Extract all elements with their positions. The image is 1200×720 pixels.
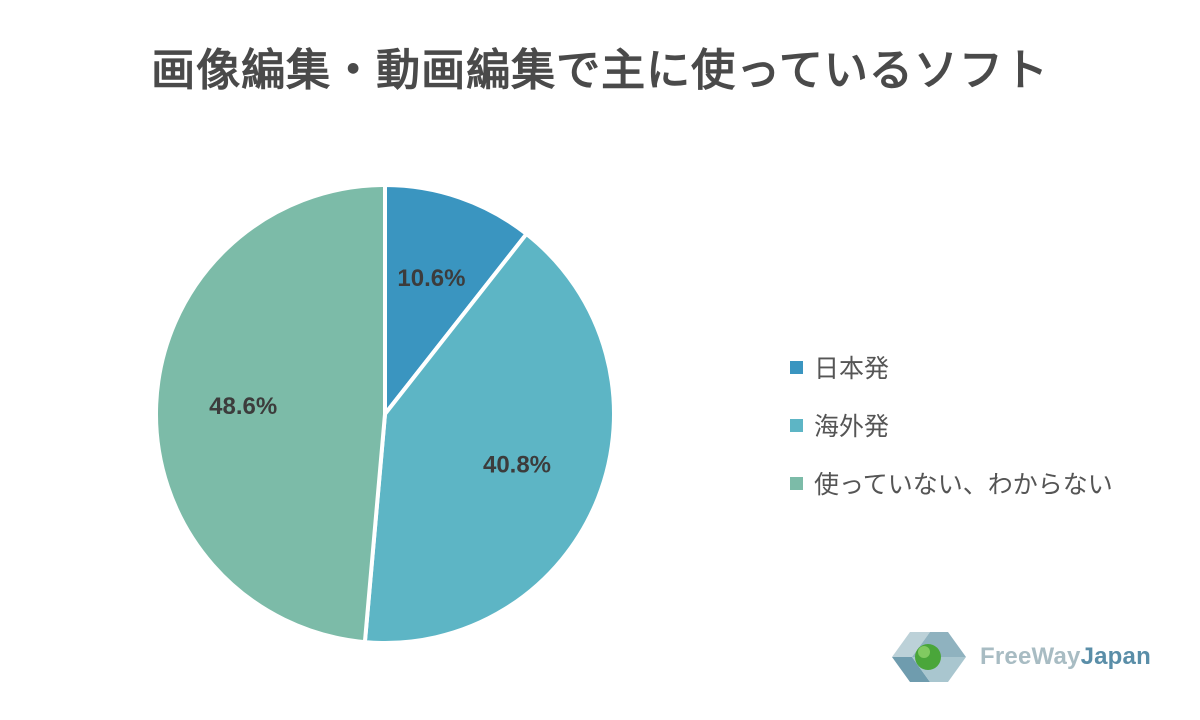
legend-label-japan: 日本発 [814,354,890,383]
legend-item-overseas: 海外発 [790,396,1113,454]
logo-emblem-icon [892,632,966,682]
legend: 日本発 海外発 使っていない、わからない [790,338,1113,512]
pie-label-overseas: 40.8% [483,452,551,479]
pie-slice-none [154,183,387,645]
legend-swatch-japan [790,360,803,374]
logo-text-freeway: FreeWay [980,643,1081,670]
logo-text-japan: Japan [1080,643,1151,670]
pie-value-labels: 10.6% 40.8% 48.6% [209,265,551,478]
pie-label-japan: 10.6% [397,265,465,292]
pie-slice-overseas [362,231,616,645]
legend-item-japan: 日本発 [790,338,1113,396]
freewayjapan-logo: FreeWayJapan [890,624,1151,690]
logo-text: FreeWayJapan [980,643,1151,671]
legend-swatch-overseas [790,418,803,432]
legend-swatch-none [790,476,803,490]
legend-item-none: 使っていない、わからない [790,454,1113,512]
chart-title: 画像編集・動画編集で主に使っているソフト [151,45,1049,96]
legend-label-none: 使っていない、わからない [814,470,1113,499]
pie-slices [154,183,616,645]
pie-label-none: 48.6% [209,393,277,420]
pie-slice-japan [383,183,529,416]
legend-label-overseas: 海外発 [814,412,890,441]
